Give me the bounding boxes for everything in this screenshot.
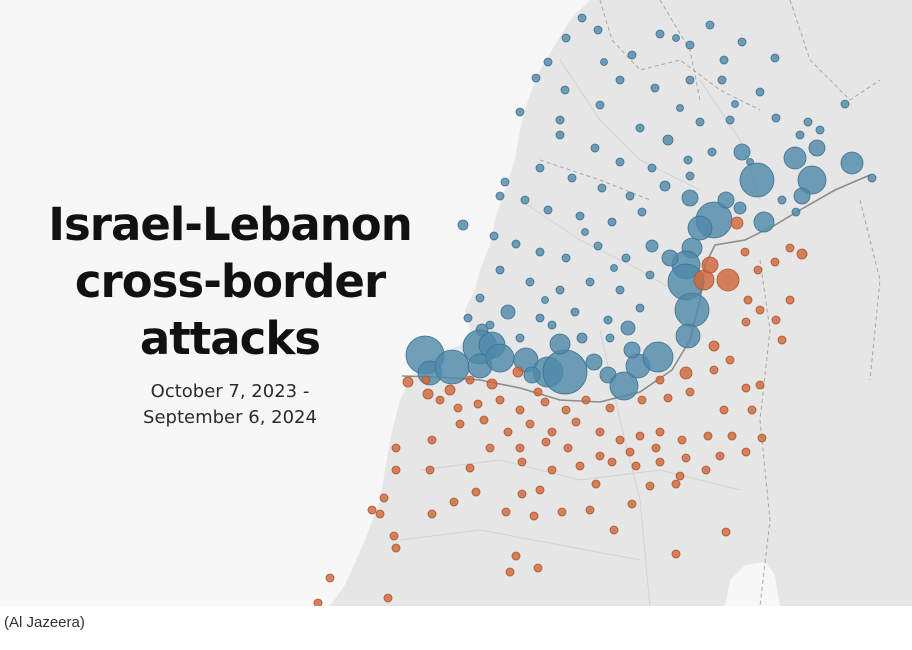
date-range-line-2: September 6, 2024 bbox=[143, 406, 317, 428]
image-caption: (Al Jazeera) bbox=[4, 614, 85, 631]
map-title: Israel-Lebanon cross-border attacks bbox=[20, 196, 440, 367]
map-figure: Israel-Lebanon cross-border attacks Octo… bbox=[20, 0, 912, 606]
land-mass bbox=[330, 0, 912, 606]
title-block: Israel-Lebanon cross-border attacks Octo… bbox=[20, 196, 440, 431]
road-lines bbox=[399, 59, 761, 606]
title-line-1: Israel-Lebanon bbox=[48, 198, 412, 251]
title-line-2: cross-border bbox=[74, 255, 386, 309]
blue-markers bbox=[405, 13, 877, 401]
date-range-line-1: October 7, 2023 - bbox=[150, 381, 310, 403]
date-range: October 7, 2023 - September 6, 2024 bbox=[20, 379, 440, 430]
map-canvas bbox=[313, 0, 912, 606]
orange-markers bbox=[313, 216, 808, 606]
title-line-3: attacks bbox=[139, 312, 321, 366]
lake bbox=[725, 562, 780, 606]
